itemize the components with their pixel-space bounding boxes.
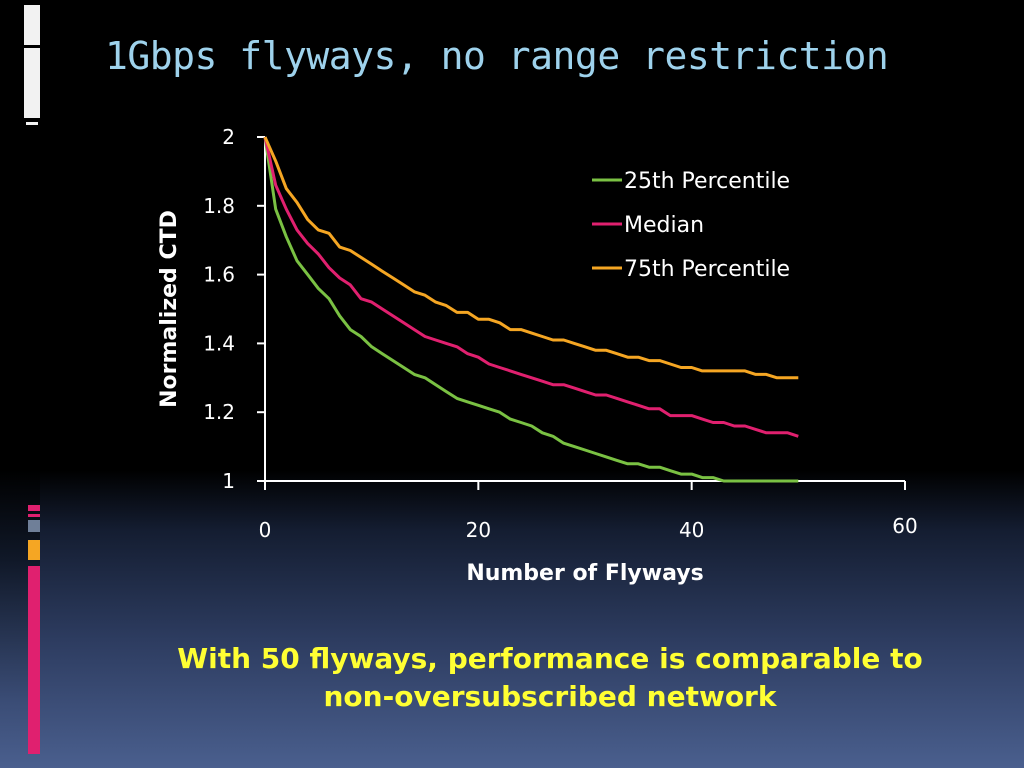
y-tick-label: 1.2: [203, 400, 235, 424]
deco-bar-pink-long: [28, 566, 40, 754]
legend-item-25th-percentile: 25th Percentile: [592, 169, 790, 194]
y-tick-label: 1.4: [203, 331, 235, 355]
y-tick-label: 1.6: [203, 263, 235, 287]
y-axis-title: Normalized CTD: [157, 210, 182, 408]
x-tick-label: 60: [892, 514, 917, 538]
chart-axes: 11.21.41.61.820 20 40 60: [203, 125, 918, 542]
caption-line-1: With 50 flyways, performance is comparab…: [177, 642, 923, 675]
y-tick-label: 1: [222, 469, 235, 493]
series-75th-percentile-line: [263, 136, 799, 380]
legend-item-75th-percentile: 75th Percentile: [592, 257, 790, 282]
y-tick-label: 1.8: [203, 194, 235, 218]
caption-line-2: non-oversubscribed network: [323, 680, 777, 713]
chart-series: [263, 136, 799, 483]
x-tick-label: 40: [679, 518, 704, 542]
chart-legend: 25th Percentile Median 75th Percentile: [592, 169, 790, 282]
deco-bar-slate: [28, 520, 40, 532]
deco-bar-pink-2: [28, 514, 40, 517]
slide-caption: With 50 flyways, performance is comparab…: [100, 640, 1000, 716]
series-median-line: [263, 136, 799, 438]
deco-bar-top-white-1: [24, 5, 40, 45]
deco-bar-top-white-3: [26, 122, 38, 125]
chart: 11.21.41.61.820 20 40 60 25th PercentileMed…: [157, 125, 918, 586]
deco-bar-top-white-2: [24, 48, 40, 118]
x-tick-label: 20: [466, 518, 491, 542]
series-25th-percentile-line: [263, 136, 799, 483]
legend-item-median: Median: [592, 213, 704, 238]
slide-background: [40, 0, 1024, 768]
slide-title: 1Gbps flyways, no range restriction: [105, 34, 889, 78]
legend-label: 25th Percentile: [624, 169, 790, 194]
deco-bar-pink-1: [28, 505, 40, 511]
x-tick-label: 0: [259, 518, 272, 542]
deco-bar-orange: [28, 540, 40, 560]
legend-label: Median: [624, 213, 704, 238]
x-axis-title: Number of Flyways: [466, 561, 703, 586]
y-tick-label: 2: [222, 125, 235, 149]
legend-label: 75th Percentile: [624, 257, 790, 282]
